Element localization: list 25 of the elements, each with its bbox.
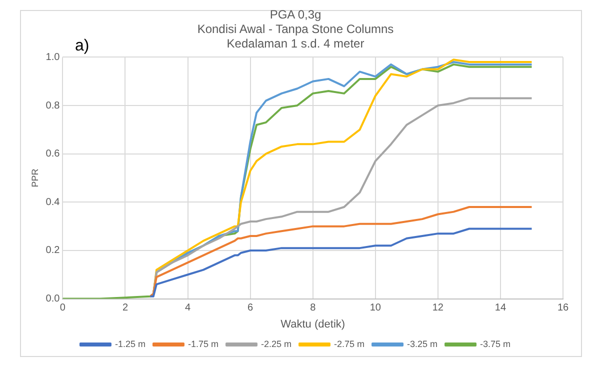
legend-label: -3.25 m [407, 338, 438, 349]
x-tick-label: 4 [184, 302, 191, 314]
legend-label: -2.25 m [260, 338, 292, 349]
x-tick-label: 8 [310, 302, 316, 314]
chart-title: PGA 0,3g Kondisi Awal - Tanpa Stone Columns Kedalaman 1 s.d. 4 meter [197, 8, 394, 50]
x-tick-label: 14 [494, 302, 506, 314]
y-tick-label: 0.8 [46, 100, 60, 112]
legend-label: -3.75 m [480, 338, 511, 349]
y-tick-label: 1.0 [46, 52, 60, 63]
y-tick-label: 0.6 [46, 148, 60, 160]
y-tick-label: 0.4 [46, 196, 60, 208]
x-tick-label: 12 [432, 302, 444, 314]
y-tick-label: 0.0 [46, 294, 60, 305]
legend-label: -1.75 m [188, 338, 218, 349]
y-axis-title: PPR [30, 168, 40, 188]
x-tick-label: 10 [370, 302, 382, 314]
x-tick-label: 6 [248, 302, 254, 314]
legend-label: -1.25 m [114, 338, 146, 349]
text: a) [75, 37, 90, 54]
x-axis-title: Waktu (detik) [280, 318, 346, 330]
x-tick-label: 2 [122, 302, 128, 314]
x-tick-label: 0 [60, 302, 66, 314]
y-tick-label: 0.2 [46, 245, 60, 256]
legend-label: -2.75 m [334, 338, 365, 349]
x-tick-label: 16 [557, 302, 569, 314]
